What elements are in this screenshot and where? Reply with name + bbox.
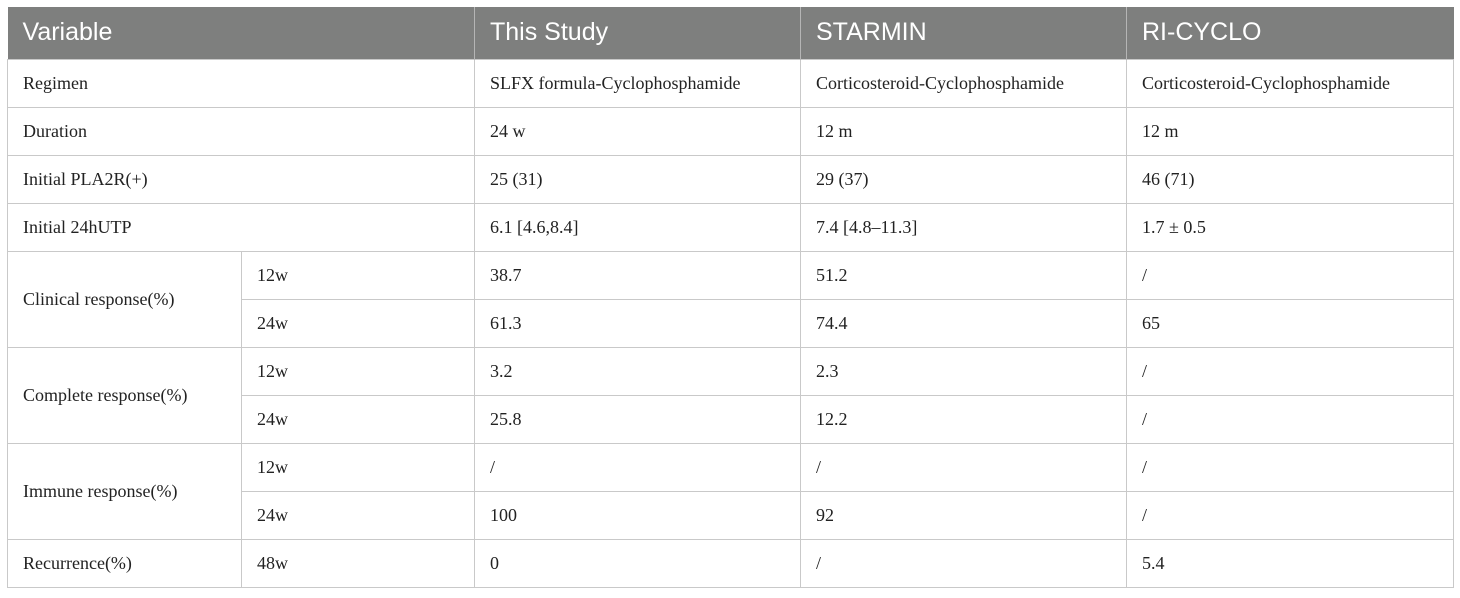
cell-starmin: Corticosteroid-Cyclophosphamide [800, 58, 1127, 108]
cell-time: 24w [241, 394, 475, 444]
table-row: Initial 24hUTP 6.1 [4.6,8.4] 7.4 [4.8–11… [7, 202, 1454, 252]
table-row: Recurrence(%) 48w 0 / 5.4 [7, 538, 1454, 588]
cell-this-study: SLFX formula-Cyclophosphamide [474, 58, 801, 108]
row-label: Recurrence(%) [7, 538, 242, 588]
table-row: Complete response(%) 12w 3.2 2.3 / [7, 346, 1454, 444]
table-row: Immune response(%) 12w / / / [7, 442, 1454, 540]
cell-this-study: 38.7 [474, 250, 801, 300]
cell-starmin: / [800, 442, 1127, 492]
header-ri-cyclo: RI-CYCLO [1126, 7, 1454, 59]
cell-time: 48w [241, 538, 475, 588]
row-group-label: Immune response(%) [7, 442, 242, 540]
cell-ri-cyclo: 46 (71) [1126, 154, 1454, 204]
cell-starmin: 2.3 [800, 346, 1127, 396]
cell-this-study: 3.2 [474, 346, 801, 396]
cell-starmin: / [800, 538, 1127, 588]
cell-ri-cyclo: 65 [1126, 298, 1454, 348]
cell-this-study: 100 [474, 490, 801, 540]
cell-time: 12w [241, 250, 475, 300]
cell-starmin: 12 m [800, 106, 1127, 156]
row-label: Duration [7, 106, 475, 156]
header-row: Variable This Study STARMIN RI-CYCLO [7, 7, 1454, 59]
comparison-table-container: Variable This Study STARMIN RI-CYCLO Reg… [7, 7, 1454, 588]
cell-starmin: 7.4 [4.8–11.3] [800, 202, 1127, 252]
cell-ri-cyclo: / [1126, 394, 1454, 444]
table-row: Clinical response(%) 12w 38.7 51.2 / [7, 250, 1454, 348]
cell-starmin: 29 (37) [800, 154, 1127, 204]
cell-time: 12w [241, 346, 475, 396]
cell-this-study: / [474, 442, 801, 492]
cell-time: 24w [241, 298, 475, 348]
table-row: Initial PLA2R(+) 25 (31) 29 (37) 46 (71) [7, 154, 1454, 204]
cell-starmin: 74.4 [800, 298, 1127, 348]
cell-this-study: 25.8 [474, 394, 801, 444]
cell-this-study: 24 w [474, 106, 801, 156]
table-row: Duration 24 w 12 m 12 m [7, 106, 1454, 156]
cell-this-study: 0 [474, 538, 801, 588]
cell-starmin: 51.2 [800, 250, 1127, 300]
table-row: 24w 61.3 74.4 65 [8, 298, 1454, 348]
cell-time: 24w [241, 490, 475, 540]
cell-ri-cyclo: / [1126, 250, 1454, 300]
cell-this-study: 25 (31) [474, 154, 801, 204]
comparison-table: Variable This Study STARMIN RI-CYCLO Reg… [7, 7, 1454, 588]
table-row: 24w 100 92 / [8, 490, 1454, 540]
cell-ri-cyclo: 12 m [1126, 106, 1454, 156]
cell-ri-cyclo: / [1126, 346, 1454, 396]
cell-ri-cyclo: / [1126, 442, 1454, 492]
cell-starmin: 12.2 [800, 394, 1127, 444]
row-group-label: Complete response(%) [7, 346, 242, 444]
table-row: 24w 25.8 12.2 / [8, 394, 1454, 444]
cell-ri-cyclo: Corticosteroid-Cyclophosphamide [1126, 58, 1454, 108]
header-starmin: STARMIN [800, 7, 1127, 59]
cell-this-study: 6.1 [4.6,8.4] [474, 202, 801, 252]
header-variable: Variable [7, 7, 475, 59]
cell-ri-cyclo: 1.7 ± 0.5 [1126, 202, 1454, 252]
cell-ri-cyclo: 5.4 [1126, 538, 1454, 588]
header-this-study: This Study [474, 7, 801, 59]
row-label: Initial PLA2R(+) [7, 154, 475, 204]
cell-time: 12w [241, 442, 475, 492]
table-row: Regimen SLFX formula-Cyclophosphamide Co… [7, 58, 1454, 108]
cell-starmin: 92 [800, 490, 1127, 540]
cell-this-study: 61.3 [474, 298, 801, 348]
row-label: Regimen [7, 58, 475, 108]
cell-ri-cyclo: / [1126, 490, 1454, 540]
row-label: Initial 24hUTP [7, 202, 475, 252]
row-group-label: Clinical response(%) [7, 250, 242, 348]
